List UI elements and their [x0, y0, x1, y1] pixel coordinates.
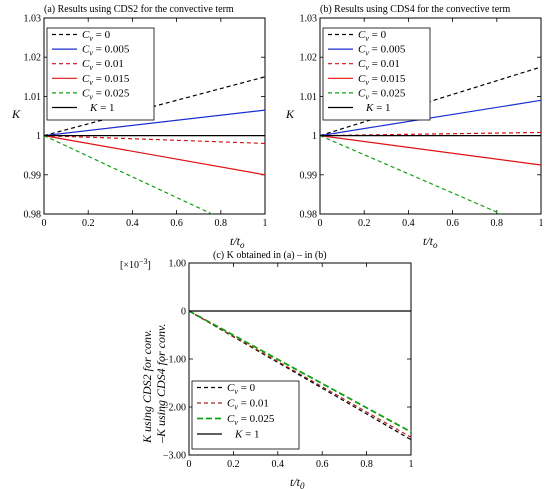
panel-c-ytick-label: −2.00: [163, 403, 186, 414]
panel-b-xtick-label: 0.6: [446, 218, 459, 229]
panel-b-xtick-label: 0.8: [491, 218, 504, 229]
panel-c-legend-box: [191, 380, 300, 450]
panel-b-xtick-label: 0: [318, 218, 323, 229]
panel-c-legend-label: K = 1: [234, 429, 260, 441]
panel-b-series-line: [319, 99, 542, 137]
panel-a-xtick-label: 0.2: [82, 218, 95, 229]
panel-b-legend-label: Cv = 0.025: [358, 87, 406, 101]
panel-b-legend-label: K = 1: [365, 102, 391, 114]
panel-c-xtick-label: 0.8: [360, 459, 373, 470]
panel-a-ytick-label: 1.01: [24, 92, 42, 103]
panel-a-ytick-label: 0.98: [24, 210, 42, 221]
panel-b-xtick-label: 0.4: [402, 218, 415, 229]
panel-a-xtick-label: 0.6: [170, 218, 183, 229]
panel-c-scale-label: [×10−3]: [120, 257, 151, 271]
panel-b-series-line: [319, 135, 542, 166]
panel-c: (c) K obtained in (a) – in (b) [×10−3] 0…: [120, 250, 414, 489]
panel-a-series-line: [43, 109, 266, 137]
panel-c-xtick-label: 0: [187, 459, 192, 470]
panel-b-ytick-label: 0.98: [300, 210, 318, 221]
panel-b-legend-label: Cv = 0.01: [358, 58, 400, 72]
panel-c-ytick-label: −3.00: [163, 451, 186, 462]
panel-a-legend-box: [46, 27, 155, 121]
panel-c-ytick-label: −1.00: [163, 355, 186, 366]
panel-a-ylabel: K: [11, 107, 21, 121]
panel-c-legend-label: Cv = 0.025: [227, 413, 275, 427]
panel-b: (b) Results using CDS4 for the convectiv…: [285, 4, 544, 250]
panel-c-ylabel-line1: K using CDS2 for conv.: [140, 330, 154, 444]
panel-b-ytick-label: 1: [312, 131, 317, 142]
panel-b-xlabel: t/to: [423, 234, 438, 250]
panel-a-legend-label: Cv = 0.015: [82, 73, 130, 87]
panel-a-legend-label: Cv = 0.01: [82, 58, 124, 72]
panel-a-xtick-label: 0: [42, 218, 47, 229]
panel-c-series-line: [188, 310, 412, 433]
panel-a: (a) Results using CDS2 for the convectiv…: [11, 4, 268, 250]
panel-a-ytick-label: 1.02: [24, 53, 42, 64]
panel-a-legend-label: Cv = 0: [82, 29, 111, 43]
panel-b-legend-label: Cv = 0.015: [358, 73, 406, 87]
panel-b-legend-label: Cv = 0.005: [358, 44, 406, 58]
panel-c-ytick-label: 1.00: [169, 259, 187, 270]
panel-c-xlabel: t/t0: [290, 475, 305, 489]
panel-a-title: (a) Results using CDS2 for the convectiv…: [44, 4, 234, 15]
panel-a-series-line: [43, 135, 266, 176]
panel-c-series-line: [188, 310, 412, 438]
panel-b-ytick-label: 0.99: [300, 170, 318, 181]
panel-a-legend-label: K = 1: [89, 102, 115, 114]
panel-c-legend-label: Cv = 0.01: [227, 398, 269, 412]
panel-c-xtick-label: 0.2: [227, 459, 240, 470]
panel-a-xtick-label: 1: [263, 218, 268, 229]
panel-a-xlabel: t/to: [230, 234, 245, 250]
panel-a-ytick-label: 1.03: [24, 14, 42, 25]
panel-a-frame: [43, 17, 266, 215]
panel-c-title: (c) K obtained in (a) – in (b): [213, 250, 327, 261]
panel-b-xtick-label: 0.2: [358, 218, 371, 229]
panel-b-series-line: [319, 135, 502, 215]
panel-b-title: (b) Results using CDS4 for the convectiv…: [320, 4, 510, 15]
panel-c-xtick-label: 0.6: [316, 459, 329, 470]
panel-b-xtick-label: 1: [539, 218, 544, 229]
panel-b-legend-box: [322, 27, 431, 121]
panel-b-legend-label: Cv = 0: [358, 29, 387, 43]
panel-b-ytick-label: 1.03: [300, 14, 318, 25]
panel-b-ytick-label: 1.02: [300, 53, 318, 64]
panel-a-xtick-label: 0.4: [126, 218, 139, 229]
panel-c-xtick-label: 1: [409, 459, 414, 470]
panel-a-legend-label: Cv = 0.005: [82, 44, 130, 58]
panel-c-ytick-label: 0: [181, 307, 186, 318]
panel-a-series-line: [43, 135, 266, 145]
panel-b-series-line: [319, 66, 542, 137]
panel-b-frame: [319, 17, 542, 215]
panel-a-ytick-label: 1: [36, 131, 41, 142]
panel-a-series-line: [43, 135, 213, 215]
panel-a-xtick-label: 0.8: [215, 218, 228, 229]
panel-b-ylabel: K: [285, 107, 295, 121]
panel-c-xtick-label: 0.4: [272, 459, 285, 470]
panel-a-ytick-label: 0.99: [24, 170, 42, 181]
panel-c-ylabel-line2: –K using CDS4 for conv.: [154, 324, 168, 444]
panel-b-ytick-label: 1.01: [300, 92, 318, 103]
panel-c-legend-label: Cv = 0: [227, 382, 256, 396]
panel-a-series-line: [43, 76, 266, 137]
panel-a-legend-label: Cv = 0.025: [82, 87, 130, 101]
